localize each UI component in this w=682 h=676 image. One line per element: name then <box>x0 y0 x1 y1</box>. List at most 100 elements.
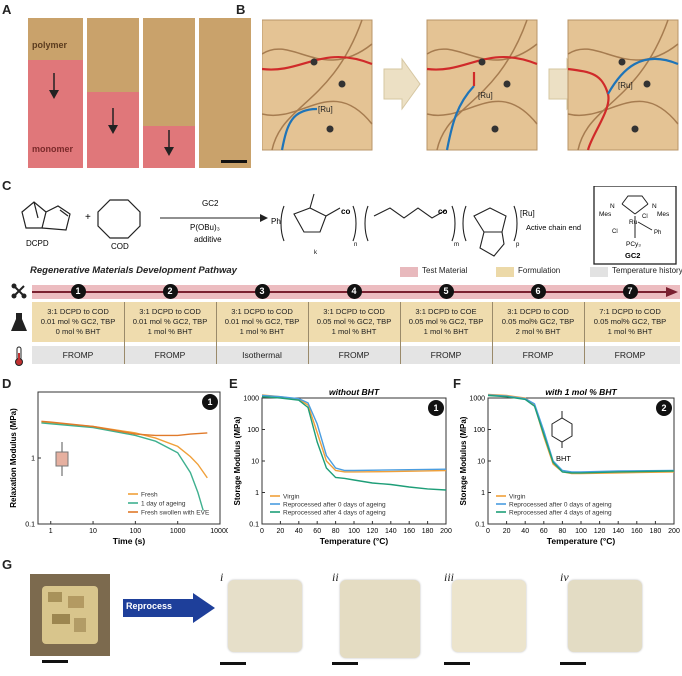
sub-n: n <box>354 242 357 248</box>
pathway-table: 1 3:1 DCPD to COD 0.01 mol % GC2, TBP 0 mol… <box>8 280 682 366</box>
chart-e: 0 20 40 60 80 100 120 140 160 180 200 0.1 1 10 100 1000… <box>233 387 452 546</box>
photo-frame-2 <box>87 18 139 168</box>
x-axis-label: Time (s) <box>113 536 146 546</box>
svg-text:Cl: Cl <box>642 214 648 220</box>
step-4-temperature: FROMP <box>338 350 370 360</box>
y-tick-label: 0.1 <box>475 522 485 529</box>
step-4-formulation-line-2: 0.05 mol % GC2, TBP <box>316 317 392 326</box>
x-tick-label: 100 <box>348 528 360 535</box>
x-tick-label: 40 <box>295 528 303 535</box>
step-number-3: 3 <box>254 284 270 299</box>
y-tick-label: 1 <box>31 456 35 463</box>
step-3-temperature: Isothermal <box>242 350 282 360</box>
x-axis-label: Temperature (°C) <box>547 536 616 546</box>
ru-label-1: [Ru] <box>318 105 333 114</box>
bht-label: BHT <box>556 454 571 463</box>
chart-f: 0 20 40 60 80 100 120 140 160 180 200 0.1 1 10 100 1000… <box>459 387 680 546</box>
chart-badge <box>428 400 444 416</box>
chart-badge-number: 1 <box>433 403 438 413</box>
bht-structure <box>551 417 573 443</box>
step-2-formulation-line-2: 0.01 mol % GC2, TBP <box>132 317 208 326</box>
sub-m: m <box>454 242 459 248</box>
reprocess-label: Reprocess <box>126 601 173 611</box>
step-6-formulation-line-2: 0.05 mol% GC2, TBP <box>501 317 575 326</box>
step-4-formulation-line-3: 1 mol % BHT <box>331 327 377 336</box>
front-arrow-1 <box>49 73 59 99</box>
y-axis-label: Relaxation Modulus (MPa) <box>9 408 18 508</box>
series-line-2 <box>261 394 447 472</box>
legend-entry-2: 1 day of ageing <box>141 501 186 508</box>
step-separator <box>124 302 125 364</box>
network-tile-3: [Ru] <box>567 19 679 151</box>
y-tick-label: 1 <box>255 490 259 497</box>
temperature-row <box>32 346 680 364</box>
chart-badge-number: 1 <box>207 397 212 407</box>
step-1-temperature: FROMP <box>62 350 94 360</box>
x-tick-label: 100 <box>130 528 142 535</box>
step-5-formulation-line-3: 1 mol % BHT <box>423 327 469 336</box>
x-tick-label: 160 <box>403 528 415 535</box>
step-3-formulation-line-2: 0.01 mol % GC2, TBP <box>224 317 300 326</box>
svg-text:Cl: Cl <box>612 229 618 235</box>
legend-swatch-1 <box>496 267 514 277</box>
x-tick-label: 100 <box>575 528 587 535</box>
x-tick-label: 120 <box>594 528 606 535</box>
ph-label: Ph <box>271 217 281 226</box>
step-separator <box>400 302 401 364</box>
x-tick-label: 60 <box>540 528 548 535</box>
y-tick-label: 10 <box>477 459 485 466</box>
cod-structure <box>97 199 141 239</box>
x-tick-label: 180 <box>422 528 434 535</box>
front-arrow-3 <box>164 130 174 156</box>
arrow-bot-label: additive <box>194 235 222 244</box>
panel-label-c: C <box>2 178 12 193</box>
step-3-formulation-line-1: 3:1 DCPD to COD <box>231 307 293 316</box>
step-1-formulation-line-1: 3:1 DCPD to COD <box>47 307 109 316</box>
x-tick-label: 40 <box>521 528 529 535</box>
legend-swatch-0 <box>400 267 418 277</box>
polymer-label: polymer <box>32 40 68 50</box>
legend-label-1: Formulation <box>518 266 561 275</box>
series-line-2 <box>41 422 204 511</box>
co-label-1: co <box>341 207 350 216</box>
monomer-label: monomer <box>32 144 74 154</box>
x-tick-label: 10000 <box>210 528 228 535</box>
panel-label-b: B <box>236 2 246 17</box>
series-line-3 <box>487 394 675 474</box>
step-number-4: 4 <box>346 284 362 299</box>
legend-entry-2: Reprocessed after 0 days of ageing <box>283 502 386 509</box>
series-line-1 <box>41 421 208 479</box>
svg-text:PCy₃: PCy₃ <box>626 241 641 248</box>
ru-end-label: [Ru] <box>520 209 535 218</box>
x-tick-label: 20 <box>277 528 285 535</box>
step-6-formulation-line-1: 3:1 DCPD to COD <box>507 307 569 316</box>
step-separator <box>492 302 493 364</box>
step-7-formulation-line-2: 0.05 mol% GC2, TBP <box>593 317 667 326</box>
step-7-temperature: FROMP <box>614 350 646 360</box>
y-tick-label: 100 <box>473 427 485 434</box>
legend-entry-2: Reprocessed after 0 days of ageing <box>509 502 612 509</box>
chart-badge <box>202 394 218 410</box>
panel-label-a: A <box>2 2 12 17</box>
ru-label-2: [Ru] <box>478 91 493 100</box>
active-chain-end-label: Active chain end <box>526 223 581 232</box>
sample-label-4: iv <box>560 570 569 584</box>
series-line-3 <box>261 396 447 491</box>
step-number-6: 6 <box>530 284 546 299</box>
step-5-formulation-line-2: 0.05 mol % GC2, TBP <box>408 317 484 326</box>
x-tick-label: 20 <box>503 528 511 535</box>
step-6-temperature: FROMP <box>522 350 554 360</box>
x-tick-label: 80 <box>332 528 340 535</box>
chart-badge <box>656 400 672 416</box>
x-tick-label: 120 <box>367 528 379 535</box>
y-tick-label: 1000 <box>243 396 259 403</box>
reaction-scheme: DCPD + COD GC2 P(OBu)₃ additive Ph co co… <box>21 186 677 265</box>
step-separator <box>308 302 309 364</box>
shredded-sample-photo <box>30 574 110 656</box>
pathway-legend: Test Material Formulation Temperature hist… <box>400 266 682 278</box>
legend-label-0: Test Material <box>422 266 468 275</box>
svg-text:N: N <box>652 203 657 210</box>
x-tick-label: 1 <box>49 528 53 535</box>
step-5-temperature: FROMP <box>430 350 462 360</box>
reprocessed-sample-1 <box>228 580 302 652</box>
